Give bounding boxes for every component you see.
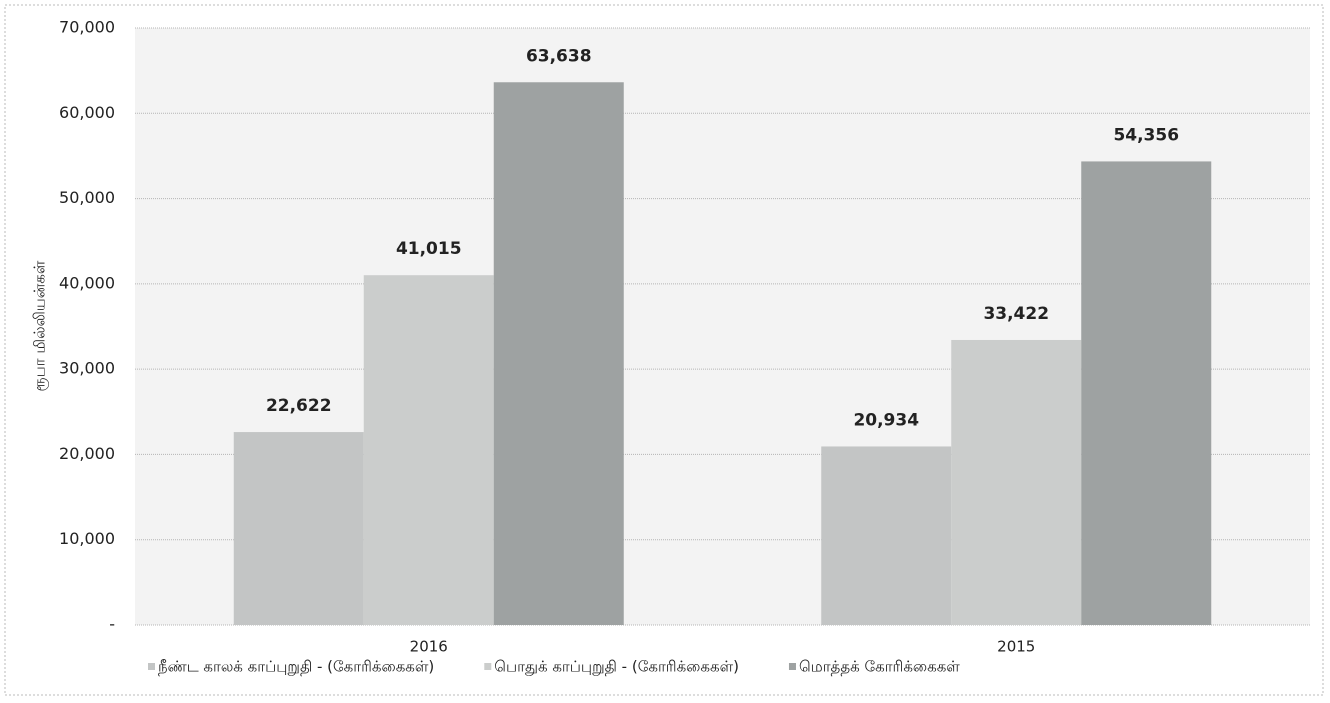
value-label: 20,934 bbox=[853, 410, 919, 430]
bar bbox=[951, 339, 1082, 625]
value-label: 22,622 bbox=[266, 396, 332, 416]
value-label: 63,638 bbox=[526, 46, 592, 66]
x-tick-label: 2015 bbox=[997, 638, 1035, 656]
value-label: 41,015 bbox=[396, 239, 462, 259]
bar bbox=[233, 432, 364, 625]
legend-label: பொதுக் காப்புறுதி - (கோரிக்கைகள்) bbox=[494, 658, 739, 676]
bar bbox=[493, 82, 624, 625]
legend-label: மொத்தக் கோரிக்கைகள் bbox=[799, 658, 960, 676]
y-tick-label: 10,000 bbox=[59, 529, 115, 548]
bar bbox=[1081, 161, 1212, 626]
y-tick-label: 70,000 bbox=[59, 18, 115, 37]
y-tick-label: 20,000 bbox=[59, 444, 115, 463]
y-tick-label: 50,000 bbox=[59, 188, 115, 207]
legend-swatch bbox=[788, 663, 796, 670]
value-label: 33,422 bbox=[983, 304, 1049, 324]
x-tick-label: 2016 bbox=[410, 638, 448, 656]
y-axis-label: ரூபா மில்லியன்கள் bbox=[31, 260, 49, 391]
y-tick-label: 60,000 bbox=[59, 103, 115, 122]
legend-swatch bbox=[148, 663, 155, 670]
bar bbox=[363, 275, 494, 625]
y-tick-label: - bbox=[109, 615, 115, 634]
legend-swatch bbox=[484, 663, 492, 670]
legend-label: நீண்ட காலக் காப்புறுதி - (கோரிக்கைகள்) bbox=[158, 658, 434, 676]
y-tick-label: 30,000 bbox=[59, 359, 115, 378]
y-tick-label: 40,000 bbox=[59, 273, 115, 292]
bar bbox=[821, 446, 952, 625]
value-label: 54,356 bbox=[1113, 125, 1179, 145]
